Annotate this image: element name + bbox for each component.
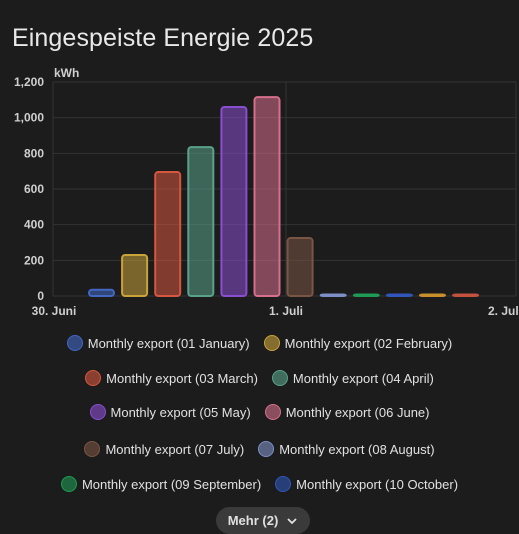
y-tick-label: 1,000	[14, 111, 44, 125]
legend-label: Monthly export (06 June)	[285, 404, 430, 420]
card-title: Eingespeiste Energie 2025	[12, 24, 314, 52]
x-tick-label: 30. Juni	[32, 304, 77, 318]
legend-swatch	[264, 404, 281, 420]
legend-swatch	[263, 335, 280, 351]
legend-label: Monthly export (01 January)	[87, 335, 250, 351]
legend-row: Monthly export (01 January) Monthly expor…	[0, 335, 519, 351]
legend-swatch	[89, 404, 106, 420]
legend-swatch	[275, 476, 292, 492]
bar[interactable]	[220, 105, 248, 298]
y-tick-label: 1,200	[14, 75, 44, 89]
bar[interactable]	[452, 293, 480, 297]
legend-swatch	[66, 335, 83, 351]
legend-label: Monthly export (05 May)	[110, 404, 251, 420]
bar[interactable]	[187, 146, 215, 297]
legend-item[interactable]: Monthly export (04 April)	[271, 370, 434, 386]
legend-swatch	[85, 370, 102, 386]
legend-label: Monthly export (04 April)	[292, 370, 434, 386]
legend-label: Monthly export (03 March)	[106, 370, 258, 386]
legend-swatch	[271, 370, 288, 386]
bar-chart: 0 200 400 600 800 1,000 1,200 kWh 30. Juni 1. Jul…	[14, 66, 519, 318]
bar[interactable]	[286, 237, 314, 298]
legend-row: Monthly export (03 March) Monthly export …	[0, 370, 519, 386]
legend-item[interactable]: Monthly export (03 March)	[85, 370, 258, 386]
bar[interactable]	[154, 171, 182, 297]
show-more-label: Mehr (2)	[227, 513, 279, 528]
legend-label: Monthly export (08 August)	[279, 441, 435, 457]
legend-item[interactable]: Monthly export (08 August)	[258, 441, 435, 457]
bar[interactable]	[121, 253, 149, 298]
bar[interactable]	[385, 293, 413, 297]
legend-label: Monthly export (10 October)	[296, 476, 459, 492]
y-tick-label: 0	[37, 289, 44, 303]
legend-item[interactable]: Monthly export (06 June)	[264, 404, 430, 420]
legend-label: Monthly export (07 July)	[105, 441, 245, 457]
legend-row: Monthly export (07 July) Monthly export (…	[0, 441, 519, 457]
chevron-down-icon	[286, 515, 298, 527]
legend-swatch	[258, 441, 275, 457]
y-tick-label: 800	[24, 146, 44, 160]
bar[interactable]	[419, 293, 446, 297]
legend-swatch	[60, 476, 77, 492]
legend-item[interactable]: Monthly export (01 January)	[66, 335, 250, 351]
bar[interactable]	[88, 288, 115, 297]
legend-item[interactable]: Monthly export (10 October)	[275, 476, 458, 492]
legend-item[interactable]: Monthly export (02 February)	[263, 335, 453, 351]
y-tick-label: 200	[24, 253, 44, 267]
legend-swatch	[84, 441, 101, 457]
show-more-button[interactable]: Mehr (2)	[216, 507, 310, 534]
y-tick-label: 600	[24, 182, 44, 196]
legend-item[interactable]: Monthly export (07 July)	[84, 441, 244, 457]
legend-label: Monthly export (09 September)	[81, 476, 262, 492]
legend-item[interactable]: Monthly export (05 May)	[89, 404, 251, 420]
bar[interactable]	[319, 293, 347, 297]
x-tick-label: 2. Juli	[488, 304, 519, 318]
legend-item[interactable]: Monthly export (09 September)	[60, 476, 262, 492]
x-tick-label: 1. Juli	[269, 304, 303, 318]
legend-label: Monthly export (02 February)	[284, 335, 453, 351]
bar[interactable]	[253, 96, 281, 297]
y-tick-label: 400	[24, 218, 44, 232]
bar[interactable]	[352, 293, 380, 297]
legend-row: Monthly export (05 May) Monthly export (0…	[0, 404, 519, 420]
legend-row: Monthly export (09 September) Monthly exp…	[0, 476, 519, 492]
y-axis-label: kWh	[54, 66, 79, 80]
